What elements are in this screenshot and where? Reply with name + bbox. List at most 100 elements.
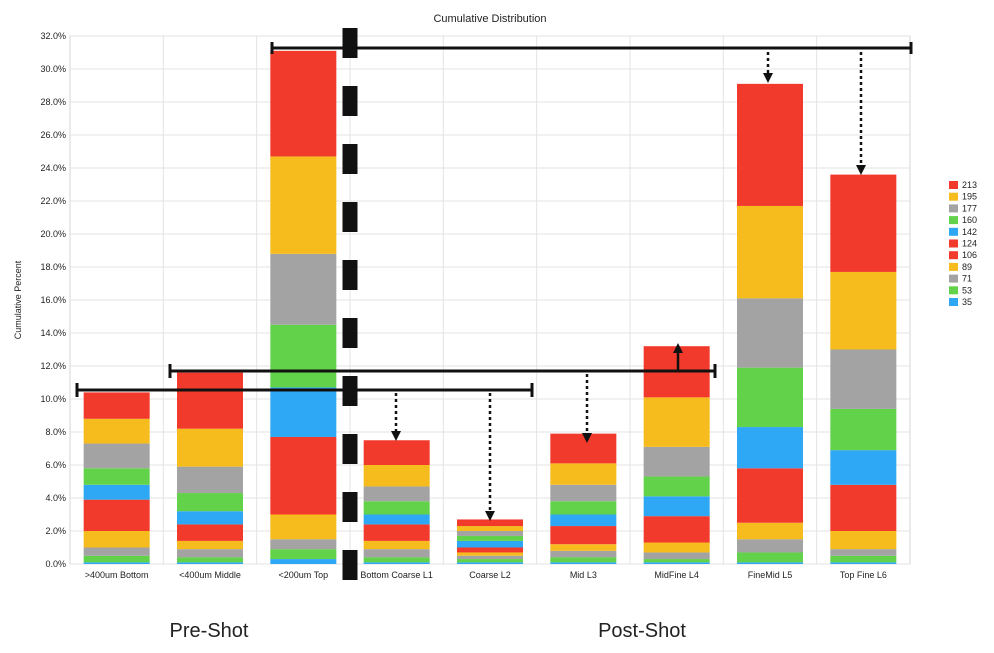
- y-tick-label: 10.0%: [40, 394, 66, 404]
- y-tick-label: 24.0%: [40, 163, 66, 173]
- legend-swatch: [949, 298, 958, 306]
- y-tick-label: 14.0%: [40, 328, 66, 338]
- bar-segment: [83, 418, 150, 444]
- bar-segment: [177, 372, 243, 429]
- legend-swatch: [949, 274, 958, 283]
- bar-segment: [457, 519, 523, 527]
- legend-label: 177: [962, 203, 977, 213]
- legend-label: 142: [962, 227, 977, 237]
- bar-segment: [177, 540, 243, 550]
- bar-segment: [457, 555, 523, 560]
- bar-segment: [270, 253, 337, 325]
- bar-segment: [550, 562, 617, 564]
- bar-segment: [83, 443, 150, 469]
- bar-segment: [270, 549, 337, 560]
- y-tick-label: 28.0%: [40, 97, 66, 107]
- bar-segment: [177, 511, 243, 525]
- bar-segment: [830, 174, 897, 272]
- category-label: >400um Bottom: [85, 570, 149, 580]
- y-tick-label: 30.0%: [40, 64, 66, 74]
- bar-segment: [643, 552, 710, 560]
- y-tick-label: 22.0%: [40, 196, 66, 206]
- category-label: Mid L3: [570, 570, 597, 580]
- bar-segment: [363, 440, 430, 465]
- legend-label: 124: [962, 239, 977, 249]
- bar-segment: [83, 468, 150, 485]
- bar-segment: [83, 547, 150, 556]
- legend-swatch: [949, 192, 958, 201]
- bar-segment: [737, 205, 803, 299]
- bar-segment: [830, 549, 897, 556]
- bar-segment: [177, 524, 243, 541]
- category-label: Coarse L2: [469, 570, 511, 580]
- bar-segment: [270, 387, 337, 437]
- bar-segment: [550, 501, 617, 515]
- bar-segment: [643, 397, 710, 447]
- legend-label: 53: [962, 285, 972, 295]
- bar-segment: [457, 547, 523, 553]
- y-axis-label: Cumulative Percent: [13, 260, 23, 339]
- bar-segment: [83, 555, 150, 563]
- annotation-lines: [75, 42, 913, 521]
- bar-segment: [270, 514, 337, 540]
- category-label: Top Fine L6: [840, 570, 887, 580]
- bars: [83, 50, 897, 564]
- legend-swatch: [949, 181, 958, 189]
- bar-segment: [737, 367, 803, 428]
- bar-segment: [643, 559, 710, 563]
- legend-swatch: [949, 239, 958, 248]
- y-tick-label: 8.0%: [45, 427, 66, 437]
- bar-segment: [457, 535, 523, 541]
- bar-segment: [457, 552, 523, 556]
- bar-segment: [737, 562, 803, 564]
- bar-segment: [177, 549, 243, 558]
- legend-label: 35: [962, 297, 972, 307]
- bar-segment: [270, 539, 337, 550]
- bar-segment: [643, 496, 710, 517]
- bar-segment: [550, 514, 617, 527]
- bar-segment: [457, 562, 523, 564]
- y-tick-label: 4.0%: [45, 493, 66, 503]
- bar-segment: [83, 392, 150, 419]
- bar-segment: [550, 550, 617, 558]
- y-tick-label: 6.0%: [45, 460, 66, 470]
- bar-segment: [363, 514, 430, 525]
- legend-label: 160: [962, 215, 977, 225]
- bar-segment: [550, 526, 617, 545]
- bar-segment: [830, 271, 897, 350]
- bar-segment: [830, 484, 897, 531]
- bar-segment: [643, 562, 710, 564]
- bar-segment: [177, 428, 243, 467]
- legend-swatch: [949, 251, 958, 260]
- bar-segment: [457, 531, 523, 536]
- bar-segment: [363, 549, 430, 558]
- bar-segment: [363, 486, 430, 502]
- group-label-pre-shot: Pre-Shot: [170, 620, 249, 642]
- bar-segment: [457, 559, 523, 563]
- bar-segment: [83, 562, 150, 564]
- bar-segment: [83, 484, 150, 500]
- legend-label: 71: [962, 274, 972, 284]
- y-tick-label: 16.0%: [40, 295, 66, 305]
- bar-segment: [550, 544, 617, 551]
- bar-segment: [177, 466, 243, 494]
- bar-segment: [177, 493, 243, 512]
- bar-segment: [643, 476, 710, 497]
- bar-segment: [177, 557, 243, 563]
- bar-segment: [457, 540, 523, 548]
- bar-segment: [830, 450, 897, 485]
- group-label-post-shot: Post-Shot: [598, 620, 686, 642]
- category-label: MidFine L4: [654, 570, 699, 580]
- y-tick-label: 20.0%: [40, 229, 66, 239]
- legend-swatch: [949, 216, 958, 225]
- bar-segment: [643, 516, 710, 543]
- category-label: FineMid L5: [748, 570, 793, 580]
- y-tick-label: 12.0%: [40, 361, 66, 371]
- bar-segment: [643, 542, 710, 553]
- bar-segment: [737, 298, 803, 368]
- bar-segment: [363, 562, 430, 564]
- bar-segment: [363, 524, 430, 541]
- y-tick-label: 26.0%: [40, 130, 66, 140]
- category-label: Bottom Coarse L1: [360, 570, 433, 580]
- bar-segment: [363, 465, 430, 487]
